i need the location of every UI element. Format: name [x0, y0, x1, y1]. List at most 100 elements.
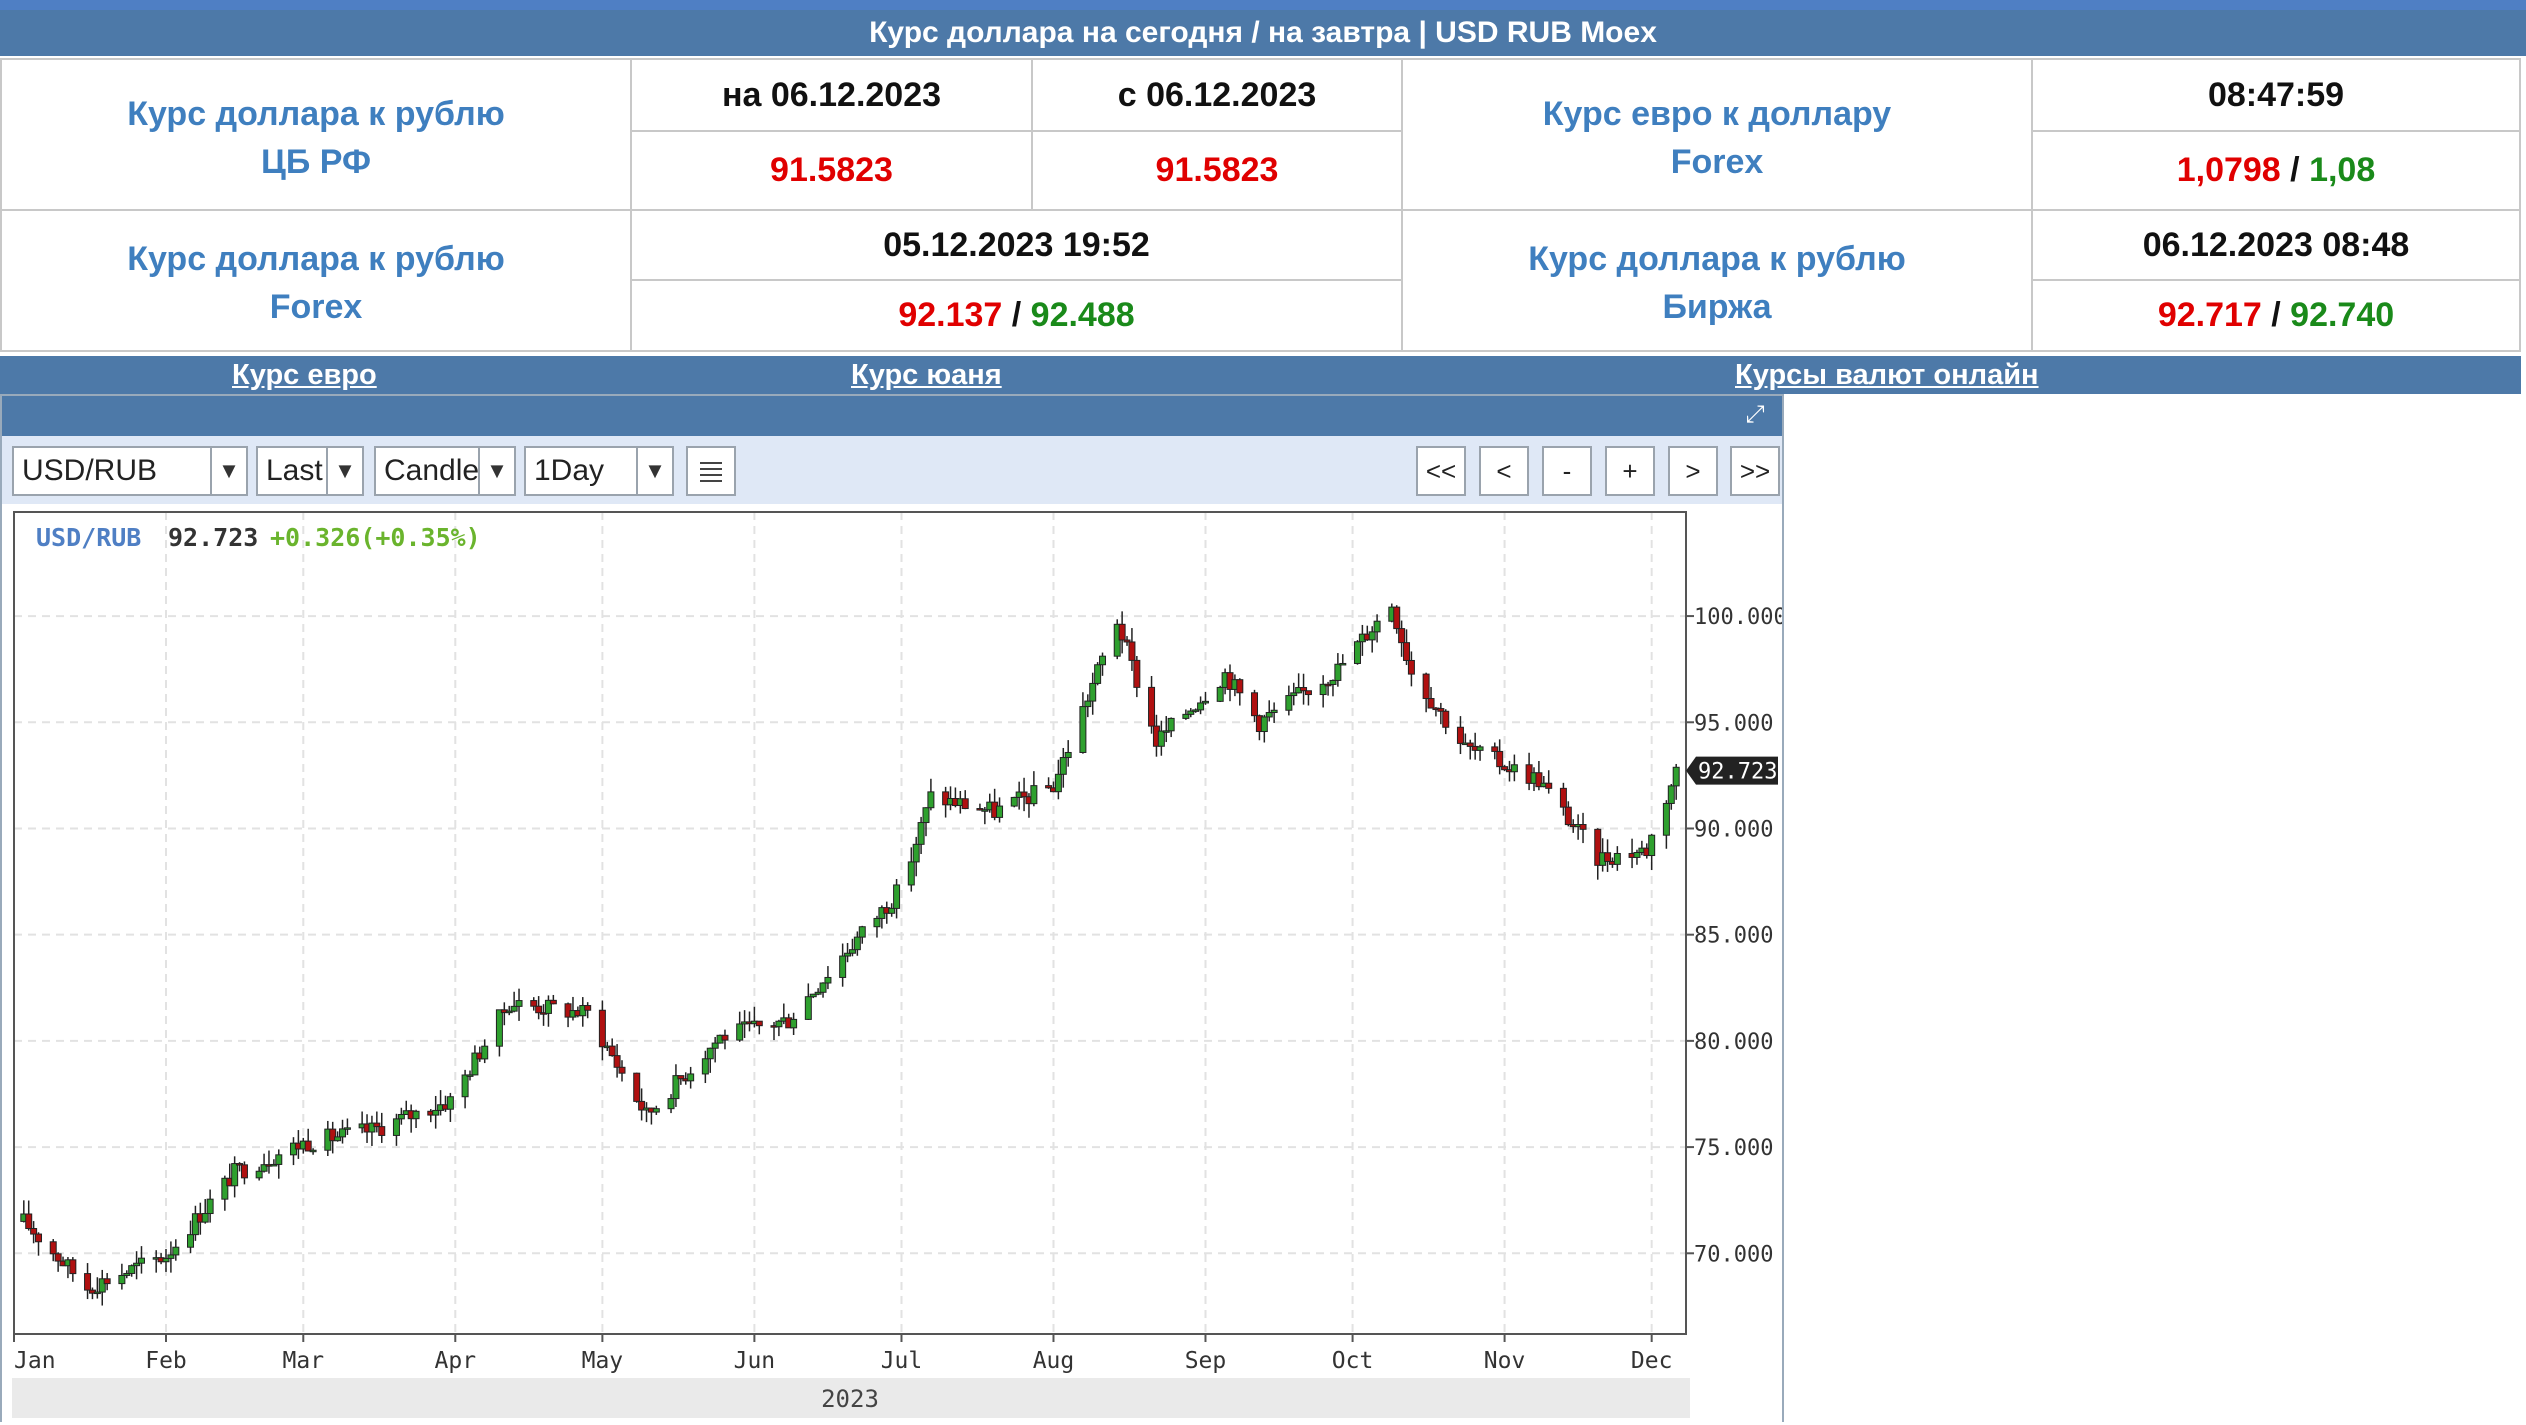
chart-type-select[interactable]: Candle ▼: [374, 446, 516, 496]
candle-body: [819, 982, 827, 993]
candle-body: [270, 1163, 278, 1167]
candle-body: [1393, 606, 1401, 630]
candle-body: [133, 1262, 141, 1267]
candle-body: [191, 1213, 199, 1236]
candle-body: [103, 1278, 111, 1285]
list-icon[interactable]: [686, 446, 736, 496]
x-tick-label: Nov: [1484, 1348, 1526, 1374]
nav-prev-button[interactable]: <: [1479, 446, 1529, 496]
link-euro-rate[interactable]: Курс евро: [232, 359, 377, 391]
candle-body: [1167, 717, 1175, 732]
candle-body: [1290, 692, 1298, 697]
candle-body: [917, 822, 925, 845]
candle-body: [888, 907, 896, 914]
candle-body: [255, 1170, 263, 1179]
candle-body: [848, 949, 856, 954]
expand-icon[interactable]: ⤢: [1745, 401, 1765, 428]
candle-body: [858, 926, 866, 938]
zoom-out-button[interactable]: -: [1542, 446, 1592, 496]
candle-body: [98, 1278, 106, 1293]
chevron-down-icon: ▼: [636, 448, 672, 494]
candle-body: [1201, 700, 1209, 704]
candle-body: [721, 1034, 729, 1041]
candle-body: [790, 1018, 798, 1029]
candle-body: [1265, 712, 1273, 718]
candle-body: [1334, 663, 1342, 681]
usd-forex-quote: 92.137 / 92.488: [630, 279, 1403, 352]
usd-forex-ask: 92.488: [1030, 296, 1135, 334]
candle-body: [167, 1254, 175, 1259]
eurusd-label-line1: Курс евро к доллару: [1542, 95, 1892, 133]
interval-select-value: 1Day: [534, 454, 605, 487]
nav-last-button[interactable]: >>: [1730, 446, 1780, 496]
cbr-date-today: на 06.12.2023: [630, 58, 1033, 132]
candle-body: [755, 1020, 763, 1027]
candle-body: [544, 999, 552, 1014]
eurusd-ask: 1,08: [2309, 151, 2376, 189]
candle-body: [672, 1075, 680, 1100]
y-tick-label: 80.000: [1694, 1030, 1773, 1055]
candle-body: [775, 1020, 783, 1028]
candle-body: [873, 917, 881, 928]
candle-body: [1613, 852, 1621, 865]
candle-body: [638, 1100, 646, 1111]
candle-body: [1456, 726, 1464, 744]
usd-forex-label: Курс доллара к рублю Forex: [0, 209, 632, 352]
nav-first-button[interactable]: <<: [1416, 446, 1466, 496]
chart-year-band: [12, 1378, 1690, 1418]
candle-body: [1545, 782, 1553, 789]
usd-forex-datetime: 05.12.2023 19:52: [630, 209, 1403, 281]
candle-body: [221, 1177, 229, 1200]
chevron-down-icon: ▼: [478, 448, 514, 494]
legend-symbol: USD/RUB: [36, 523, 141, 552]
x-tick-label: Apr: [435, 1348, 477, 1374]
usd-exchange-bid: 92.717: [2157, 296, 2262, 334]
candle-body: [1353, 641, 1361, 664]
candle-body: [1123, 639, 1131, 643]
x-tick-label: May: [582, 1348, 624, 1374]
candle-body: [1020, 791, 1028, 798]
link-online-rates[interactable]: Курсы валют онлайн: [1735, 359, 2039, 391]
candle-body: [1192, 709, 1200, 712]
candle-body: [236, 1163, 244, 1166]
candle-body: [1197, 702, 1205, 711]
candle-body: [1633, 852, 1641, 858]
symbol-select[interactable]: USD/RUB ▼: [12, 446, 248, 496]
chart-grid: [14, 512, 1686, 1334]
x-tick-label: Jul: [881, 1348, 923, 1374]
candle-body: [584, 1005, 592, 1011]
interval-select[interactable]: 1Day ▼: [524, 446, 674, 496]
candle-body: [1304, 690, 1312, 696]
candle-body: [304, 1140, 312, 1152]
candle-body: [853, 936, 861, 951]
candle-body: [961, 798, 969, 810]
nav-next-button[interactable]: >: [1668, 446, 1718, 496]
x-tick-label: Aug: [1033, 1348, 1075, 1374]
candle-body: [1010, 796, 1018, 807]
candle-body: [231, 1163, 239, 1187]
candle-body: [35, 1233, 43, 1243]
candle-body: [343, 1127, 351, 1130]
cbr-value-today: 91.5823: [630, 130, 1033, 211]
candle-body: [1059, 757, 1067, 775]
price-type-select-value: Last: [266, 454, 323, 487]
candle-body: [535, 1005, 543, 1014]
candle-body: [1157, 730, 1165, 747]
candles: [20, 603, 1680, 1306]
page-title: Курс доллара на сегодня / на завтра | US…: [0, 10, 2526, 56]
candle-body: [339, 1128, 347, 1138]
price-chart[interactable]: 100.000 95.000 90.000 85.000 80.000 75.000 70.…: [2, 396, 1782, 1422]
price-type-select[interactable]: Last ▼: [256, 446, 364, 496]
candle-body: [1089, 682, 1097, 702]
candle-body: [1667, 785, 1675, 804]
candle-body: [1510, 764, 1518, 773]
candle-body: [1672, 766, 1680, 787]
candle-body: [1319, 683, 1327, 696]
zoom-in-button[interactable]: +: [1605, 446, 1655, 496]
candle-body: [49, 1241, 57, 1255]
cbr-date-tomorrow: с 06.12.2023: [1031, 58, 1403, 132]
candle-body: [1427, 698, 1435, 709]
candle-body: [652, 1108, 660, 1113]
link-yuan-rate[interactable]: Курс юаня: [851, 359, 1002, 391]
currency-links-bar: Курс евро Курс юаня Курсы валют онлайн: [0, 356, 2521, 394]
